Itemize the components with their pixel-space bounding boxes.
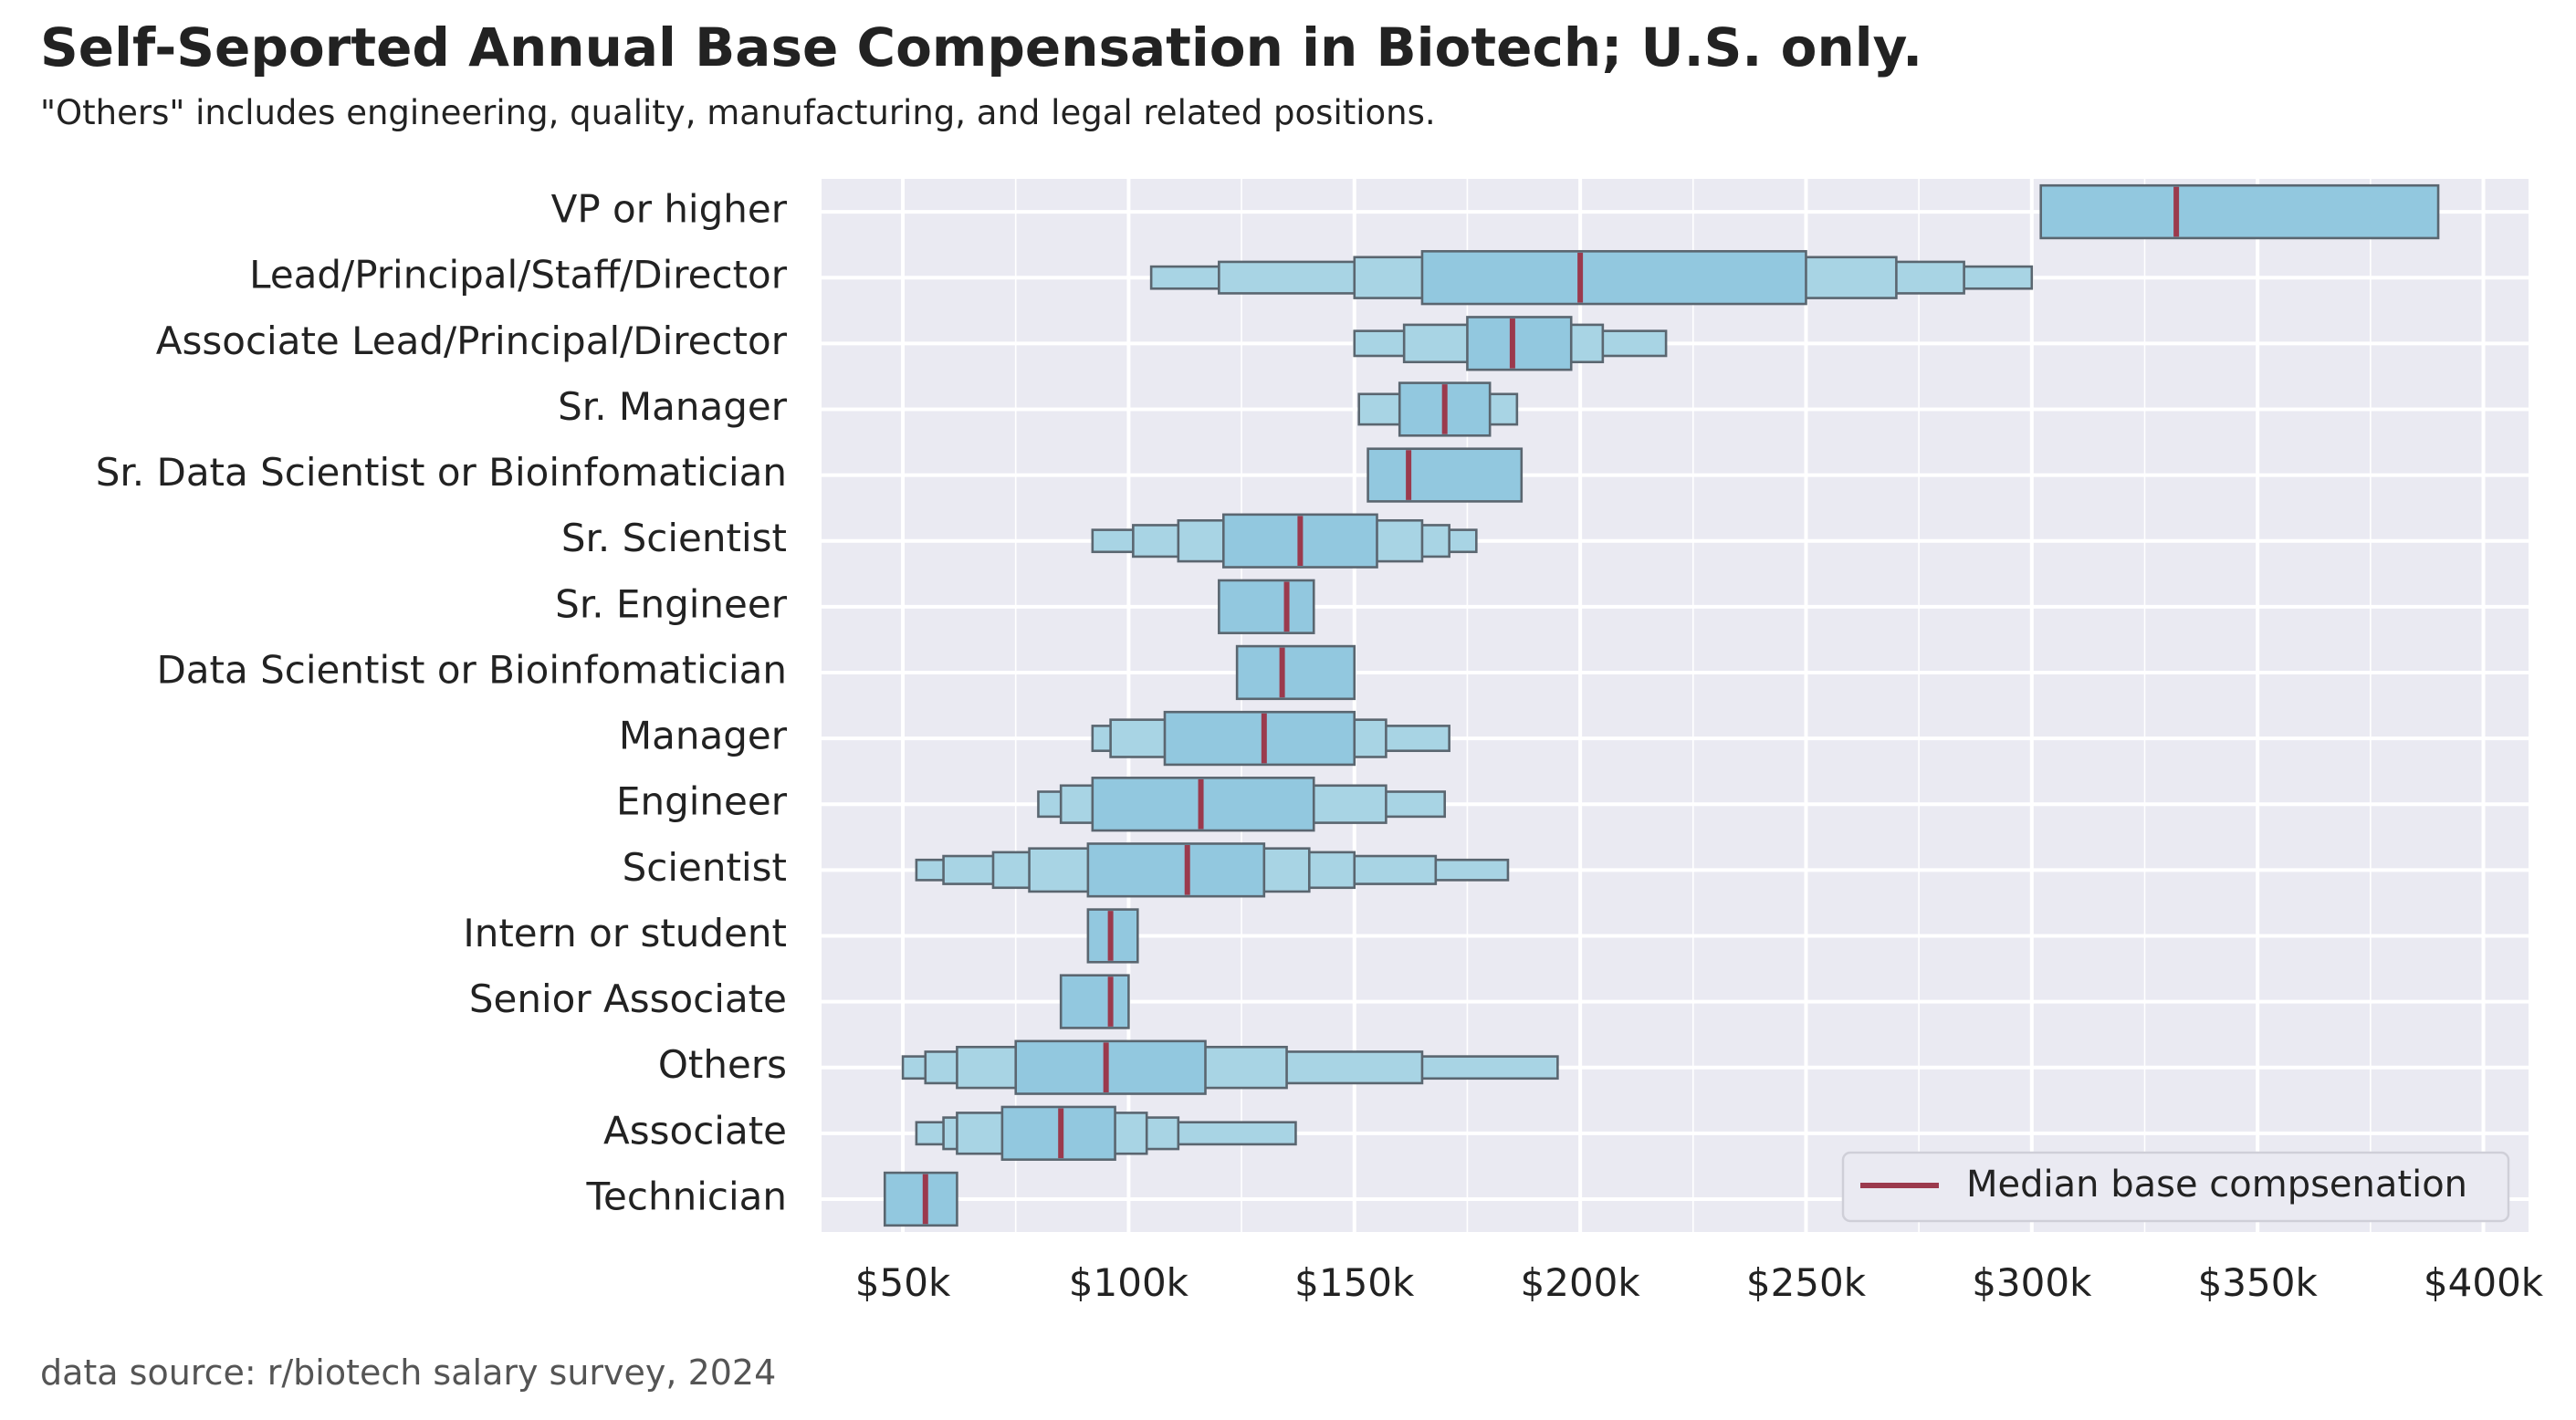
boxen-group bbox=[915, 842, 1510, 898]
boxen-group bbox=[1353, 316, 1668, 371]
y-tick-label: Others bbox=[658, 1042, 787, 1087]
boxen-box bbox=[883, 1171, 958, 1227]
boxen-box bbox=[1059, 974, 1130, 1029]
boxen-group bbox=[1149, 250, 2034, 306]
y-tick-label: VP or higher bbox=[551, 187, 788, 232]
x-tick-label: $250k bbox=[1746, 1260, 1867, 1305]
y-tick-label: Senior Associate bbox=[469, 976, 787, 1021]
legend-box bbox=[1841, 1151, 2510, 1223]
boxen-box bbox=[1086, 842, 1266, 898]
boxen-group bbox=[1037, 777, 1446, 832]
chart-subtitle: "Others" includes engineering, quality, … bbox=[40, 93, 1436, 132]
y-axis-labels: VP or higher Lead/Principal/Staff/Directo… bbox=[96, 187, 788, 1219]
boxen-group bbox=[2039, 183, 2440, 240]
y-tick-label: Associate bbox=[603, 1108, 787, 1153]
y-tick-label: Sr. Engineer bbox=[555, 581, 788, 626]
x-tick-label: $100k bbox=[1069, 1260, 1189, 1305]
boxen-box bbox=[1466, 316, 1573, 371]
y-tick-label: Sr. Data Scientist or Bioinfomatician bbox=[96, 450, 787, 495]
boxen-box bbox=[1420, 250, 1807, 306]
boxen-group bbox=[1091, 710, 1450, 767]
boxen-box bbox=[1235, 644, 1356, 701]
x-tick-label: $350k bbox=[2198, 1260, 2319, 1305]
boxen-box bbox=[1163, 710, 1356, 767]
y-tick-label: Scientist bbox=[623, 845, 787, 890]
x-tick-label: $400k bbox=[2424, 1260, 2544, 1305]
boxen-series bbox=[883, 183, 2440, 1227]
boxen-group bbox=[915, 1105, 1297, 1161]
boxen-box bbox=[1367, 447, 1524, 503]
boxen-group bbox=[1086, 908, 1139, 964]
boxen-box bbox=[1014, 1039, 1207, 1095]
y-tick-label: Technician bbox=[586, 1174, 787, 1218]
boxen-group bbox=[1367, 447, 1524, 503]
y-tick-label: Associate Lead/Principal/Director bbox=[156, 318, 788, 363]
boxen-group bbox=[1235, 644, 1356, 701]
boxen-group bbox=[1218, 579, 1315, 634]
x-tick-label: $50k bbox=[855, 1260, 951, 1305]
y-tick-label: Sr. Scientist bbox=[561, 516, 787, 560]
boxen-group bbox=[1357, 381, 1519, 437]
boxen-group bbox=[1091, 513, 1478, 569]
x-tick-label: $150k bbox=[1294, 1260, 1415, 1305]
legend-label: Median base compsenation bbox=[1966, 1164, 2467, 1206]
boxen-group bbox=[901, 1039, 1559, 1095]
boxen-group bbox=[1059, 974, 1130, 1029]
y-tick-label: Lead/Principal/Staff/Director bbox=[249, 253, 788, 298]
legend: Median base compsenation bbox=[1841, 1151, 2510, 1223]
x-tick-label: $200k bbox=[1521, 1260, 1641, 1305]
y-tick-label: Data Scientist or Bioinfomatician bbox=[156, 647, 787, 692]
chart-title: Self-Seported Annual Base Compensation i… bbox=[40, 16, 1923, 78]
boxen-group bbox=[883, 1171, 958, 1227]
boxen-box bbox=[1218, 579, 1315, 634]
y-tick-label: Engineer bbox=[616, 779, 788, 824]
y-tick-label: Sr. Manager bbox=[558, 384, 788, 429]
boxen-box bbox=[2039, 183, 2440, 240]
x-axis-labels: $50k $100k $150k $200k $250k $300k $350k $400k bbox=[855, 1260, 2544, 1305]
data-source-note: data source: r/biotech salary survey, 20… bbox=[40, 1352, 777, 1393]
y-tick-label: Intern or student bbox=[463, 911, 787, 955]
y-tick-label: Manager bbox=[619, 714, 788, 758]
x-tick-label: $300k bbox=[1972, 1260, 2092, 1305]
